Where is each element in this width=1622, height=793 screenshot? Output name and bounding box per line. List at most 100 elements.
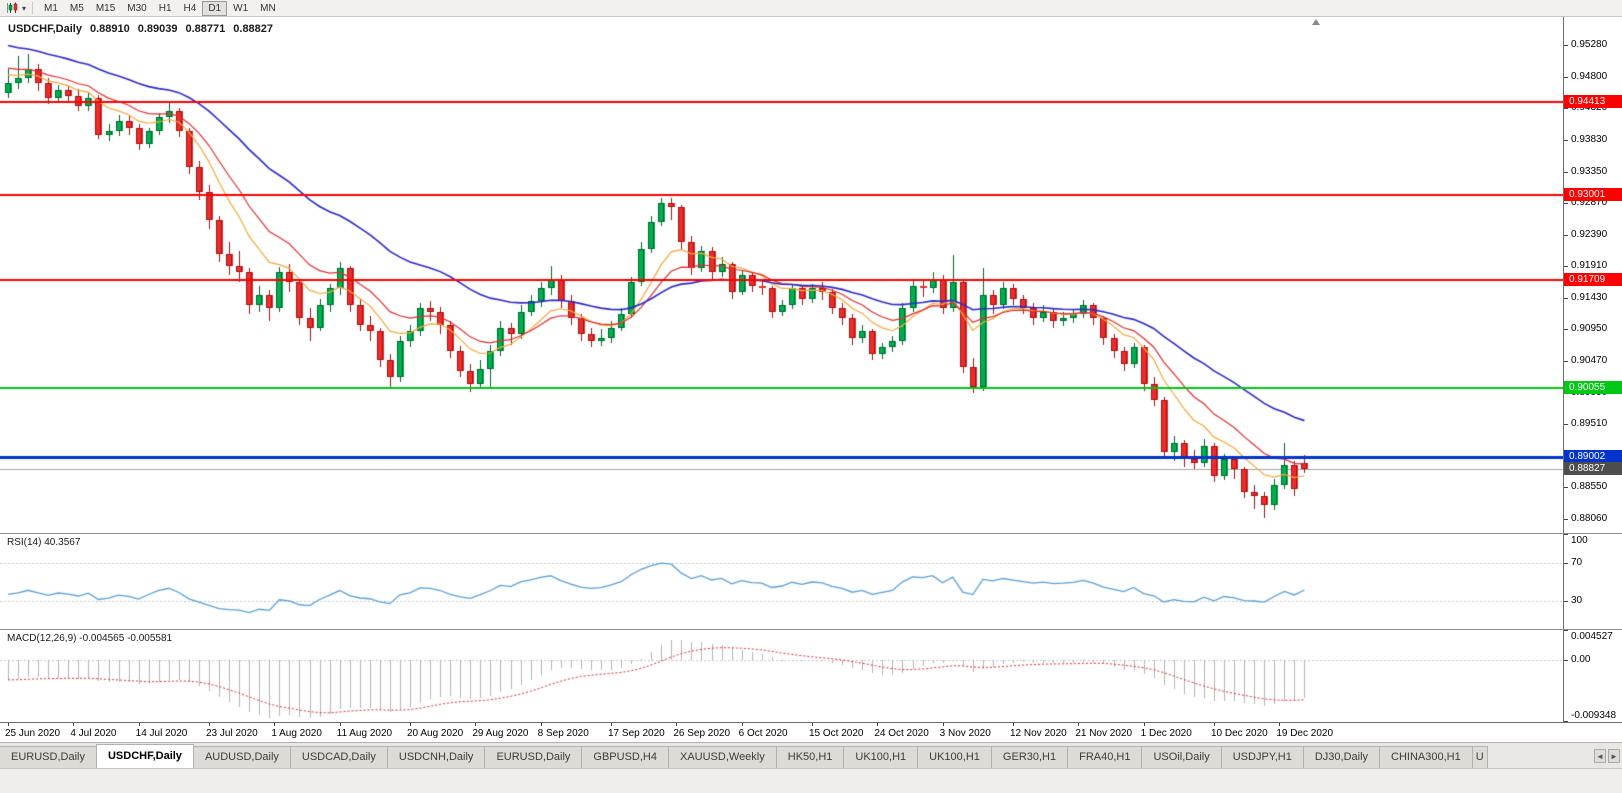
price-axis-label: 0.91910 bbox=[1571, 260, 1608, 272]
price-axis-label: 0.92390 bbox=[1571, 228, 1608, 240]
time-axis-tick bbox=[1013, 723, 1014, 726]
date-label: 26 Sep 2020 bbox=[673, 728, 731, 739]
price-axis-label: 0.90470 bbox=[1571, 355, 1608, 366]
date-label: 20 Aug 2020 bbox=[407, 728, 464, 739]
chart-tab-ger30-h1[interactable]: GER30,H1 bbox=[990, 746, 1069, 768]
time-axis-tick bbox=[943, 723, 944, 726]
time-axis-tick bbox=[1214, 723, 1215, 726]
time-axis-tick bbox=[877, 723, 878, 726]
date-label: 15 Oct 2020 bbox=[809, 728, 864, 739]
price-chart-pane: USDCHF,Daily 0.88910 0.89039 0.88771 0.8… bbox=[0, 17, 1622, 533]
rsi-axis-label: 70 bbox=[1571, 556, 1583, 568]
price-axis-label: 0.88060 bbox=[1571, 513, 1608, 525]
macd-axis-label: -0.009348 bbox=[1571, 710, 1617, 721]
candlestick-chart-icon bbox=[7, 2, 18, 13]
chart-tab-usdcad-daily[interactable]: USDCAD,Daily bbox=[289, 746, 388, 768]
price-axis-tick bbox=[1564, 140, 1568, 141]
date-label: 8 Sep 2020 bbox=[537, 728, 589, 739]
chart-shift-marker[interactable] bbox=[1312, 19, 1320, 25]
timeframe-button-mn[interactable]: MN bbox=[260, 2, 276, 14]
price-axis[interactable]: 0.952800.948000.943200.938300.933500.928… bbox=[1563, 17, 1622, 533]
timeframe-button-w1[interactable]: W1 bbox=[233, 2, 249, 14]
chart-tab-eurusd-daily[interactable]: EURUSD,Daily bbox=[0, 746, 97, 768]
price-axis-label: 0.92870 bbox=[1571, 197, 1608, 209]
chart-tab-uk100-h1[interactable]: UK100,H1 bbox=[917, 746, 992, 768]
price-axis-label: 0.91430 bbox=[1571, 291, 1608, 303]
price-axis-tick bbox=[1564, 519, 1568, 520]
macd-axis-tick bbox=[1564, 630, 1568, 631]
price-axis-tick bbox=[1564, 45, 1568, 46]
price-axis-tick bbox=[1564, 487, 1568, 488]
price-axis-label: 0.93350 bbox=[1571, 165, 1608, 177]
chart-tab-eurusd-daily[interactable]: EURUSD,Daily bbox=[484, 746, 583, 768]
timeframe-button-m15[interactable]: M15 bbox=[95, 2, 116, 14]
chart-tab-usdcnh-daily[interactable]: USDCNH,Daily bbox=[386, 746, 486, 768]
price-axis-label: 0.93830 bbox=[1571, 134, 1608, 146]
rsi-axis-tick bbox=[1564, 601, 1568, 602]
chart-high-price: 0.89039 bbox=[137, 23, 178, 35]
time-axis-tick bbox=[73, 723, 74, 726]
rsi-axis-label: 30 bbox=[1571, 594, 1583, 606]
timeframe-buttons: M1 M5 M15 M30 H1 H4 D1 W1 MN bbox=[38, 0, 282, 17]
price-axis-label: 0.94800 bbox=[1571, 70, 1608, 82]
rsi-axis[interactable]: 100 70 30 bbox=[1563, 534, 1622, 629]
timeframes-toolbar: ▾ M1 M5 M15 M30 H1 H4 D1 W1 MN bbox=[0, 0, 1622, 17]
timeframe-button-d1[interactable]: D1 bbox=[202, 0, 228, 16]
chart-tab-usdjpy-h1[interactable]: USDJPY,H1 bbox=[1220, 746, 1304, 768]
price-axis-tick bbox=[1564, 77, 1568, 78]
chart-tab-usdchf-daily[interactable]: USDCHF,Daily bbox=[95, 744, 194, 768]
chart-close-price: 0.88827 bbox=[233, 23, 274, 35]
date-label: 6 Oct 2020 bbox=[738, 728, 788, 739]
chart-tab-gbpusd-h4[interactable]: GBPUSD,H4 bbox=[581, 746, 669, 768]
chart-symbol-period: USDCHF,Daily bbox=[8, 23, 82, 35]
chart-tab-dj30-daily[interactable]: DJ30,Daily bbox=[1302, 746, 1381, 768]
chart-tab-audusd-daily[interactable]: AUDUSD,Daily bbox=[192, 746, 291, 768]
price-axis-tick bbox=[1564, 203, 1568, 204]
chart-type-dropdown[interactable]: ▾ bbox=[3, 1, 29, 16]
time-axis-tick bbox=[139, 723, 140, 726]
price-chart-canvas[interactable] bbox=[0, 17, 1563, 533]
chart-tab-uk100-h1[interactable]: UK100,H1 bbox=[843, 746, 919, 768]
macd-canvas[interactable] bbox=[0, 630, 1563, 722]
chart-low-price: 0.88771 bbox=[185, 23, 226, 35]
timeframe-button-m30[interactable]: M30 bbox=[127, 2, 147, 14]
rsi-label: RSI(14) 40.3567 bbox=[7, 537, 81, 548]
rsi-canvas[interactable] bbox=[0, 534, 1563, 629]
tabs-scroll-right-icon[interactable]: ► bbox=[1608, 749, 1620, 763]
date-label: 10 Dec 2020 bbox=[1211, 728, 1268, 739]
time-axis[interactable]: 25 Jun 2020 4 Jul 2020 14 Jul 2020 23 Jul 2… bbox=[0, 722, 1622, 742]
time-axis-tick bbox=[541, 723, 542, 726]
hline-price-tag: 0.93001 bbox=[1564, 187, 1622, 201]
date-label: 14 Jul 2020 bbox=[135, 728, 188, 739]
macd-axis[interactable]: 0.004527 0.00 -0.009348 bbox=[1563, 630, 1622, 722]
tabs-scroll-left-icon[interactable]: ◄ bbox=[1594, 749, 1606, 763]
rsi-indicator-pane: RSI(14) 40.3567 100 70 30 bbox=[0, 533, 1622, 629]
timeframe-button-m5[interactable]: M5 bbox=[69, 2, 84, 14]
chevron-down-icon: ▾ bbox=[22, 3, 27, 13]
date-label: 23 Jul 2020 bbox=[206, 728, 258, 739]
time-axis-tick bbox=[410, 723, 411, 726]
timeframe-button-h1[interactable]: H1 bbox=[158, 2, 172, 14]
hline-price-tag: 0.91709 bbox=[1564, 272, 1622, 286]
date-label: 4 Jul 2020 bbox=[70, 728, 117, 739]
price-axis-label: 0.89510 bbox=[1571, 418, 1608, 430]
timeframe-button-h4[interactable]: H4 bbox=[183, 2, 197, 14]
toolbar-separator bbox=[32, 2, 34, 14]
price-axis-label: 0.90950 bbox=[1571, 323, 1608, 335]
chart-tab-usoil-daily[interactable]: USOil,Daily bbox=[1141, 746, 1222, 768]
time-axis-tick bbox=[340, 723, 341, 726]
chart-tab-hk50-h1[interactable]: HK50,H1 bbox=[775, 746, 845, 768]
chart-tab-china300-h1[interactable]: CHINA300,H1 bbox=[1379, 746, 1473, 768]
date-label: 1 Dec 2020 bbox=[1140, 728, 1192, 739]
rsi-axis-tick bbox=[1564, 534, 1568, 535]
timeframe-button-m1[interactable]: M1 bbox=[44, 2, 58, 14]
time-axis-tick bbox=[209, 723, 210, 726]
price-axis-tick bbox=[1564, 424, 1568, 425]
chart-tab-xauusd-weekly[interactable]: XAUUSD,Weekly bbox=[667, 746, 777, 768]
time-axis-tick bbox=[1279, 723, 1280, 726]
time-axis-tick bbox=[8, 723, 9, 726]
chart-tab-fra40-h1[interactable]: FRA40,H1 bbox=[1067, 746, 1143, 768]
chart-tab-u[interactable]: U bbox=[1471, 746, 1488, 768]
chart-tabs: EURUSD,Daily USDCHF,Daily AUDUSD,Daily USDC… bbox=[0, 743, 1622, 768]
